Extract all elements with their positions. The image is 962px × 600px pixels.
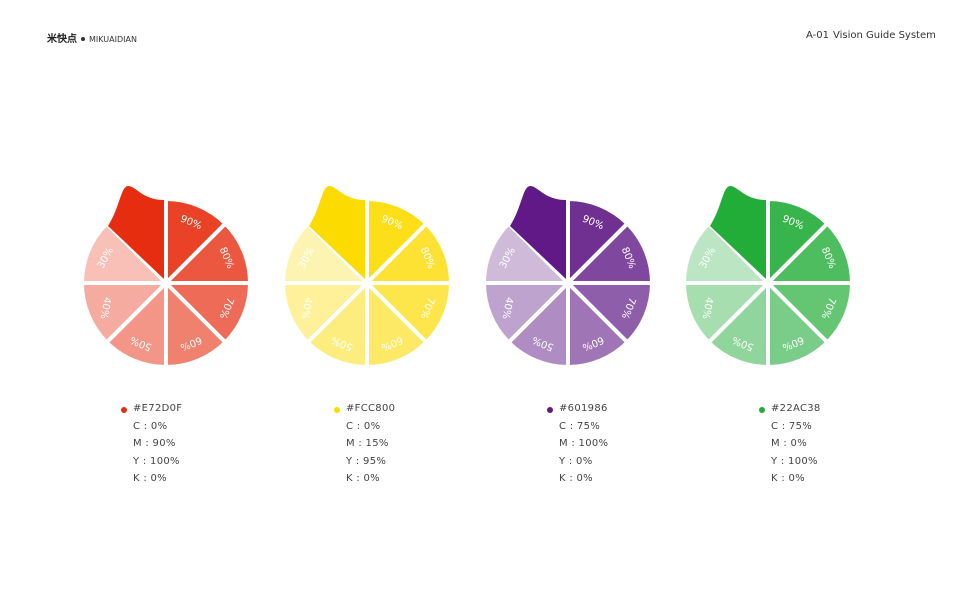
- swatch-dot: [759, 407, 765, 413]
- bullet-icon: [81, 37, 85, 41]
- hex-value: #601986: [559, 403, 608, 414]
- pie-E72D0F: 90%80%70%60%50%40%30%: [79, 186, 253, 370]
- leaf-shape: [309, 186, 365, 279]
- hex-value: #E72D0F: [133, 403, 183, 414]
- color-spec: #FCC800 C : 0% M : 15% Y : 95% K : 0%: [334, 403, 396, 491]
- swatch-dot: [547, 407, 553, 413]
- cmyk-m: M : 90%: [133, 438, 176, 449]
- cmyk-c: C : 0%: [133, 420, 168, 432]
- cmyk-y: Y : 100%: [133, 455, 180, 467]
- hex-value: #FCC800: [346, 403, 396, 414]
- cmyk-y: Y : 100%: [771, 455, 818, 467]
- cmyk-k: K : 0%: [346, 473, 380, 484]
- cmyk-m: M : 0%: [771, 438, 808, 449]
- pie-22AC38: 90%80%70%60%50%40%30%: [681, 186, 855, 370]
- slice-label: 40%: [700, 296, 715, 320]
- cmyk-c: C : 0%: [346, 420, 381, 432]
- swatch-dot: [121, 407, 127, 413]
- cmyk-c: C : 75%: [771, 420, 813, 432]
- color-spec: #22AC38 C : 75% M : 0% Y : 100% K : 0%: [759, 403, 821, 491]
- cmyk-m: M : 100%: [559, 438, 609, 449]
- cmyk-y: Y : 95%: [346, 455, 387, 467]
- pie-FCC800: 90%80%70%60%50%40%30%: [280, 186, 454, 370]
- leaf-shape: [710, 186, 766, 279]
- slice-label: 40%: [500, 296, 515, 320]
- cmyk-k: K : 0%: [771, 473, 805, 484]
- swatch-dot: [334, 407, 340, 413]
- color-spec: #601986 C : 75% M : 100% Y : 0% K : 0%: [547, 403, 609, 491]
- cmyk-m: M : 15%: [346, 438, 389, 449]
- system-title: Vision Guide System: [833, 30, 936, 41]
- cmyk-k: K : 0%: [559, 473, 593, 484]
- pie-601986: 90%80%70%60%50%40%30%: [481, 186, 655, 370]
- color-spec: #E72D0F C : 0% M : 90% Y : 100% K : 0%: [121, 403, 183, 491]
- brand-cn: 米快点: [47, 34, 77, 45]
- cmyk-k: K : 0%: [133, 473, 167, 484]
- slice-label: 40%: [299, 296, 314, 320]
- cmyk-y: Y : 0%: [559, 455, 593, 467]
- leaf-shape: [510, 186, 566, 279]
- brand-logo: 米快点 MIKUAIDIAN: [47, 30, 137, 45]
- hex-value: #22AC38: [771, 403, 821, 414]
- page-code: A-01: [806, 30, 829, 41]
- slice-label: 40%: [98, 296, 113, 320]
- cmyk-c: C : 75%: [559, 420, 601, 432]
- brand-en: MIKUAIDIAN: [89, 35, 137, 44]
- leaf-shape: [108, 186, 164, 279]
